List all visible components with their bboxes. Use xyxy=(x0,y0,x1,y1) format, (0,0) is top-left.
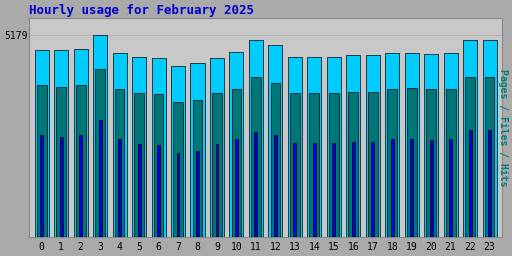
Bar xyxy=(212,93,222,237)
Bar xyxy=(154,94,163,237)
Bar xyxy=(113,54,126,237)
Bar xyxy=(407,88,417,237)
Bar xyxy=(449,139,452,237)
Bar xyxy=(488,130,491,237)
Bar xyxy=(332,143,335,237)
Bar xyxy=(193,100,202,237)
Bar xyxy=(132,57,146,237)
Bar xyxy=(468,130,472,237)
Bar xyxy=(235,139,238,237)
Bar xyxy=(37,85,47,237)
Bar xyxy=(118,139,121,237)
Bar xyxy=(483,40,497,237)
Bar xyxy=(346,55,360,237)
Bar xyxy=(485,77,495,237)
Bar xyxy=(93,35,107,237)
Bar xyxy=(309,92,319,237)
Bar xyxy=(249,40,263,237)
Bar xyxy=(35,50,49,237)
Bar xyxy=(426,89,436,237)
Bar xyxy=(270,83,280,237)
Bar xyxy=(190,63,204,237)
Bar xyxy=(138,144,141,237)
Bar xyxy=(463,40,477,237)
Text: Hourly usage for February 2025: Hourly usage for February 2025 xyxy=(29,4,254,17)
Bar xyxy=(210,58,224,237)
Bar xyxy=(171,66,185,237)
Bar xyxy=(251,77,261,237)
Bar xyxy=(268,45,283,237)
Bar xyxy=(329,92,339,237)
Bar xyxy=(74,49,88,237)
Bar xyxy=(99,120,101,237)
Bar xyxy=(388,89,397,237)
Bar xyxy=(95,69,105,237)
Bar xyxy=(134,93,144,237)
Bar xyxy=(465,77,475,237)
Bar xyxy=(404,53,419,237)
Bar xyxy=(385,54,399,237)
Bar xyxy=(54,50,68,237)
Bar xyxy=(173,102,183,237)
Bar xyxy=(371,143,374,237)
Bar xyxy=(56,87,66,237)
Bar xyxy=(254,132,258,237)
Bar xyxy=(368,92,378,237)
Bar xyxy=(115,89,124,237)
Bar xyxy=(410,138,413,237)
Bar xyxy=(229,51,244,237)
Bar xyxy=(391,139,394,237)
Bar xyxy=(352,143,355,237)
Bar xyxy=(177,153,180,237)
Bar xyxy=(76,85,86,237)
Bar xyxy=(40,135,43,237)
Bar xyxy=(152,58,165,237)
Bar xyxy=(60,137,62,237)
Bar xyxy=(274,135,277,237)
Bar xyxy=(157,145,160,237)
Bar xyxy=(293,143,296,237)
Bar xyxy=(444,54,458,237)
Bar xyxy=(446,89,456,237)
Bar xyxy=(424,54,438,237)
Bar xyxy=(79,135,82,237)
Bar xyxy=(307,57,322,237)
Bar xyxy=(288,57,302,237)
Bar xyxy=(366,55,380,237)
Bar xyxy=(349,92,358,237)
Bar xyxy=(231,89,241,237)
Y-axis label: Pages / Files / Hits: Pages / Files / Hits xyxy=(498,69,508,186)
Bar xyxy=(430,140,433,237)
Bar xyxy=(327,57,341,237)
Bar xyxy=(216,144,219,237)
Bar xyxy=(313,143,316,237)
Bar xyxy=(196,151,199,237)
Bar xyxy=(290,92,300,237)
